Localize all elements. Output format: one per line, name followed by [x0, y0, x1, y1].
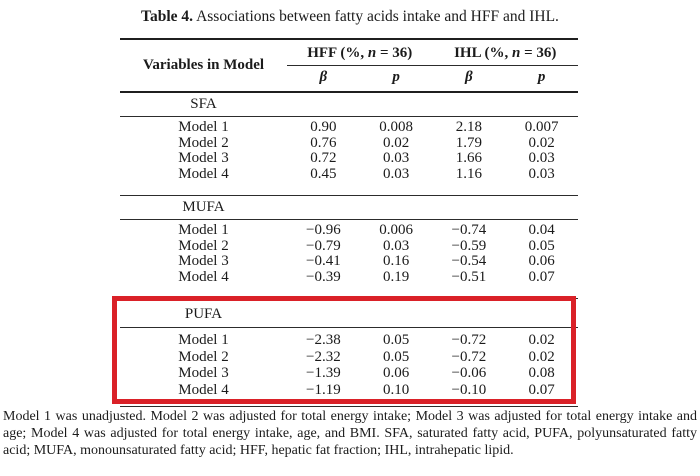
- subheader-ihl-beta: β: [465, 69, 473, 85]
- hff-p-value: 0.06: [383, 365, 410, 381]
- table-row: Model 4 −0.39 0.19 −0.51 0.07: [120, 268, 578, 286]
- hff-beta-value: 0.76: [310, 134, 337, 151]
- ihl-p-value: 0.08: [528, 365, 555, 381]
- hff-p-value: 0.05: [383, 332, 410, 348]
- ihl-beta-value: −0.72: [451, 348, 487, 365]
- row-label: Model 2: [178, 134, 229, 151]
- hff-beta-value: −0.79: [306, 237, 341, 254]
- section-body: Model 1 −0.96 0.006 −0.74 0.04 Model 2 −…: [120, 220, 578, 298]
- ihl-beta-value: −0.06: [451, 365, 487, 381]
- ihl-beta-value: 1.79: [455, 134, 482, 151]
- hff-beta-value: −0.96: [306, 222, 341, 238]
- results-table: Variables in Model HFF (%, n = 36) IHL (…: [120, 38, 578, 407]
- row-label: Model 1: [178, 222, 229, 238]
- row-label: Model 1: [178, 119, 229, 135]
- table-row: Model 4 0.45 0.03 1.16 0.03: [120, 165, 578, 183]
- hff-p-value: 0.10: [383, 381, 410, 398]
- hff-beta-value: −1.39: [306, 365, 341, 381]
- table-row: Model 3 −1.39 0.06 −0.06 0.08: [120, 365, 578, 382]
- hff-beta-value: −2.38: [306, 332, 341, 348]
- table-row: Model 2 −0.79 0.03 −0.59 0.05: [120, 237, 578, 255]
- hff-p-value: 0.19: [383, 268, 410, 285]
- row-label: Model 4: [178, 165, 229, 182]
- hff-beta-value: −1.19: [306, 381, 341, 398]
- table-row: Model 3 0.72 0.03 1.66 0.03: [120, 150, 578, 167]
- ihl-p-value: 0.02: [528, 348, 555, 365]
- ihl-beta-value: −0.10: [451, 381, 487, 398]
- ihl-p-value: 0.02: [528, 134, 555, 151]
- hff-p-value: 0.03: [383, 165, 410, 182]
- row-label: Model 2: [178, 237, 229, 254]
- ihl-beta-value: −0.51: [451, 268, 487, 285]
- section-name: PUFA: [184, 306, 223, 322]
- table-caption: Associations between fatty acids intake …: [196, 8, 559, 25]
- row-label: Model 4: [178, 381, 229, 398]
- ihl-p-value: 0.07: [528, 268, 555, 285]
- section-body: Model 1 −2.38 0.05 −0.72 0.02 Model 2 −2…: [120, 328, 578, 406]
- ihl-beta-value: −0.54: [451, 253, 487, 269]
- table-row: Model 3 −0.41 0.16 −0.54 0.06: [120, 253, 578, 270]
- section-body: Model 1 0.90 0.008 2.18 0.007 Model 2 0.…: [120, 117, 578, 195]
- section-name: SFA: [190, 96, 217, 112]
- table-row: Model 1 −2.38 0.05 −0.72 0.02: [120, 332, 578, 349]
- row-label: Model 2: [178, 348, 229, 365]
- row-label: Model 1: [178, 332, 229, 348]
- table-header: Variables in Model HFF (%, n = 36) IHL (…: [120, 38, 578, 93]
- section-label-row: PUFA: [120, 299, 578, 328]
- row-label: Model 3: [178, 253, 229, 269]
- hff-beta-value: −2.32: [306, 348, 341, 365]
- table-row: Model 2 0.76 0.02 1.79 0.02: [120, 134, 578, 152]
- ihl-p-value: 0.03: [528, 150, 555, 166]
- ihl-p-value: 0.06: [528, 253, 555, 269]
- hff-p-value: 0.05: [383, 348, 410, 365]
- hff-beta-value: −0.41: [306, 253, 341, 269]
- row-label: Model 3: [178, 150, 229, 166]
- hff-p-value: 0.02: [383, 134, 410, 151]
- hff-beta-value: 0.72: [310, 150, 337, 166]
- hff-beta-value: 0.90: [310, 119, 337, 135]
- section-sfa: SFA Model 1 0.90 0.008 2.18 0.007 Model …: [120, 93, 578, 196]
- hff-p-value: 0.03: [383, 150, 410, 166]
- row-label: Model 4: [178, 268, 229, 285]
- ihl-beta-value: −0.74: [451, 222, 487, 238]
- table-number: Table 4.: [141, 8, 194, 25]
- table-row: Model 1 0.90 0.008 2.18 0.007: [120, 119, 578, 136]
- hff-p-value: 0.006: [379, 222, 413, 238]
- ihl-beta-value: 1.16: [455, 165, 482, 182]
- hff-p-value: 0.008: [379, 119, 413, 135]
- table-footnote: Model 1 was unadjusted. Model 2 was adju…: [3, 409, 697, 458]
- ihl-p-value: 0.007: [524, 119, 559, 135]
- hff-beta-value: 0.45: [310, 165, 337, 182]
- subheader-ihl-p: p: [537, 69, 546, 85]
- ihl-p-value: 0.02: [528, 332, 555, 348]
- group-header-ihl: IHL (%, n = 36): [432, 40, 578, 66]
- ihl-beta-value: 1.66: [455, 150, 482, 166]
- table-row: Model 1 −0.96 0.006 −0.74 0.04: [120, 222, 578, 239]
- section-label-row: SFA: [120, 93, 578, 117]
- row-label: Model 3: [178, 365, 229, 381]
- section-label-row: MUFA: [120, 196, 578, 220]
- subheader-hff-beta: β: [319, 69, 328, 85]
- hff-p-value: 0.03: [383, 237, 410, 254]
- hff-beta-value: −0.39: [306, 268, 341, 285]
- ihl-p-value: 0.04: [528, 222, 555, 238]
- table-row: Model 4 −1.19 0.10 −0.10 0.07: [120, 382, 578, 399]
- hff-p-value: 0.16: [383, 253, 410, 269]
- group-header-hff: HFF (%, n = 36): [287, 40, 433, 66]
- section-name: MUFA: [182, 199, 225, 215]
- ihl-p-value: 0.07: [528, 381, 555, 398]
- ihl-beta-value: −0.59: [451, 237, 487, 254]
- subheader-hff-p: p: [392, 69, 400, 85]
- table-title: Table 4. Associations between fatty acid…: [0, 8, 700, 26]
- ihl-p-value: 0.03: [528, 165, 555, 182]
- ihl-beta-value: 2.18: [455, 119, 482, 135]
- ihl-p-value: 0.05: [528, 237, 555, 254]
- ihl-beta-value: −0.72: [451, 332, 487, 348]
- variables-column-header: Variables in Model: [142, 57, 265, 73]
- section-pufa: PUFA Model 1 −2.38 0.05 −0.72 0.02 Model…: [120, 299, 578, 407]
- table-row: Model 2 −2.32 0.05 −0.72 0.02: [120, 349, 578, 366]
- section-mufa: MUFA Model 1 −0.96 0.006 −0.74 0.04 Mode…: [120, 196, 578, 299]
